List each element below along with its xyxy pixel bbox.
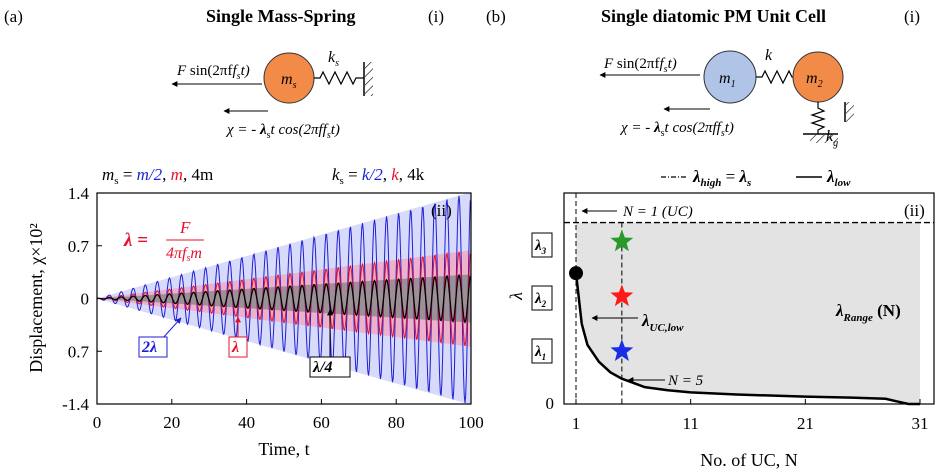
x-tick-label: 31 (912, 414, 929, 433)
plot-a-axes: 0 20 40 60 80 100 1.4 0.7 0 0.7 -1.4 (62, 184, 484, 432)
y-tick-label: 0.7 (68, 342, 90, 361)
x-tick-label: 11 (682, 414, 698, 433)
displacement-plot (96, 192, 471, 405)
mass-m1-label: m1 (719, 70, 736, 90)
diatomic-unit-cell-diagram: F sin(2πffst) m1 k m2 kg χ = - λst cos(2… (599, 47, 854, 149)
lambda-equation: λ = F 4πfsm (123, 218, 204, 264)
plot-a-ylabel: Displacement, χ×10² (26, 223, 46, 373)
annot-l4: λ/4 (312, 359, 333, 376)
x-tick-label: 20 (163, 413, 180, 432)
single-mass-spring-diagram: F sin(2πffst) ms ks χ = - λst cos(2πffst… (171, 49, 373, 141)
panel-b-legend: λhigh = λs λlow (661, 167, 851, 189)
series-λ/4-line (96, 273, 471, 324)
x-tick-label: 0 (93, 413, 102, 432)
mass-legend: ms = m/2, m, 4m (102, 165, 213, 187)
plot-b-xlabel: No. of UC, N (700, 450, 798, 470)
x-tick-label: 40 (238, 413, 255, 432)
wall-b-hatch (846, 102, 854, 122)
annot-2l-arrow (161, 317, 182, 340)
panel-b-title: Single diatomic PM Unit Cell (601, 6, 826, 26)
chi-b-label: χ = - λst cos(2πffst) (619, 120, 734, 139)
y-tick-label: 0 (81, 290, 90, 309)
annot-2l-box (138, 336, 168, 358)
lambda3-label: λ3 (534, 238, 547, 256)
chi-label: χ = - λst cos(2πffst) (225, 122, 340, 141)
panel-b-sub-ii: (ii) (904, 201, 925, 220)
lambda-eq-lhs: λ = (123, 230, 148, 251)
force-label: F sin(2πffst) (176, 63, 250, 82)
x-tick-label: 100 (458, 413, 484, 432)
plot-a-annotations: 2λ λ λ/4 (138, 309, 351, 378)
x-tick-label: 1 (572, 414, 581, 433)
star-λ2 (610, 284, 634, 307)
annot-l-box (228, 336, 248, 358)
lambda-eq-num: F (179, 218, 191, 237)
k-legend: ks = k/2, k, 4k (332, 165, 425, 187)
plot-b-ylabel: λ (506, 292, 526, 301)
legend-high: λhigh = λs (692, 167, 751, 189)
lambda-eq-den: 4πfsm (166, 245, 202, 264)
plot-b-frame (563, 192, 935, 405)
range-label: λRange (N) (835, 301, 901, 324)
x-tick-label: 80 (388, 413, 405, 432)
mass-m2 (792, 51, 844, 103)
annot-l: λ (231, 339, 239, 356)
plot-b-axes: 1 11 21 310 (546, 394, 929, 433)
panel-a-title: Single Mass-Spring (206, 6, 356, 26)
panel-a-sub-ii: (ii) (431, 201, 452, 220)
lambda-boxes: λ3 λ2 λ1 (531, 232, 553, 364)
x-tick-label: 60 (313, 413, 330, 432)
plot-b-annotations: N = 1 (UC) N = 5 λUC,low λRange (N) (581, 204, 901, 389)
y-tick-label: -1.4 (62, 395, 89, 414)
lambda-range-region (576, 222, 920, 404)
lambda3-box (531, 232, 553, 258)
lambda2-box (531, 285, 553, 311)
plot-a-xlabel: Time, t (258, 439, 309, 459)
wall-a-hatch (365, 62, 373, 96)
mass-m2-label: m2 (806, 70, 823, 90)
y-tick-label: 0.7 (68, 237, 90, 256)
force-b-label: F sin(2πffst) (603, 56, 677, 75)
ground-b-hatch (810, 135, 838, 143)
uc-low-point (569, 266, 583, 281)
annot-2l: 2λ (141, 339, 157, 356)
n1-label: N = 1 (UC) (622, 204, 693, 220)
star-λ1 (610, 339, 634, 361)
annot-l4-box (309, 356, 351, 378)
y-tick-label: 0 (546, 394, 555, 413)
panel-b-label: (b) (486, 7, 506, 26)
uc-low-label: λUC,low (641, 311, 684, 334)
lambda-vs-n-plot (564, 193, 934, 406)
lambda2-label: λ2 (534, 291, 547, 309)
panel-a-sub-i: (i) (428, 7, 444, 26)
legend-low: λlow (826, 167, 851, 189)
spring-k-label: k (765, 47, 773, 64)
lambda-low-curve (574, 273, 920, 406)
spring-kg (810, 102, 826, 134)
spring-k (756, 69, 794, 85)
spring-ks-label: ks (328, 49, 339, 69)
n5-label: N = 5 (667, 373, 704, 389)
y-tick-label: 1.4 (68, 184, 90, 203)
lambda1-label: λ1 (534, 344, 546, 362)
lambda1-box (531, 338, 553, 364)
x-tick-label: 21 (797, 414, 814, 433)
star-λ3 (610, 229, 634, 252)
mass-ms-label: ms (281, 71, 297, 91)
panel-a-label: (a) (4, 7, 23, 26)
spring-ks (314, 70, 364, 86)
panel-b-sub-i: (i) (904, 7, 920, 26)
